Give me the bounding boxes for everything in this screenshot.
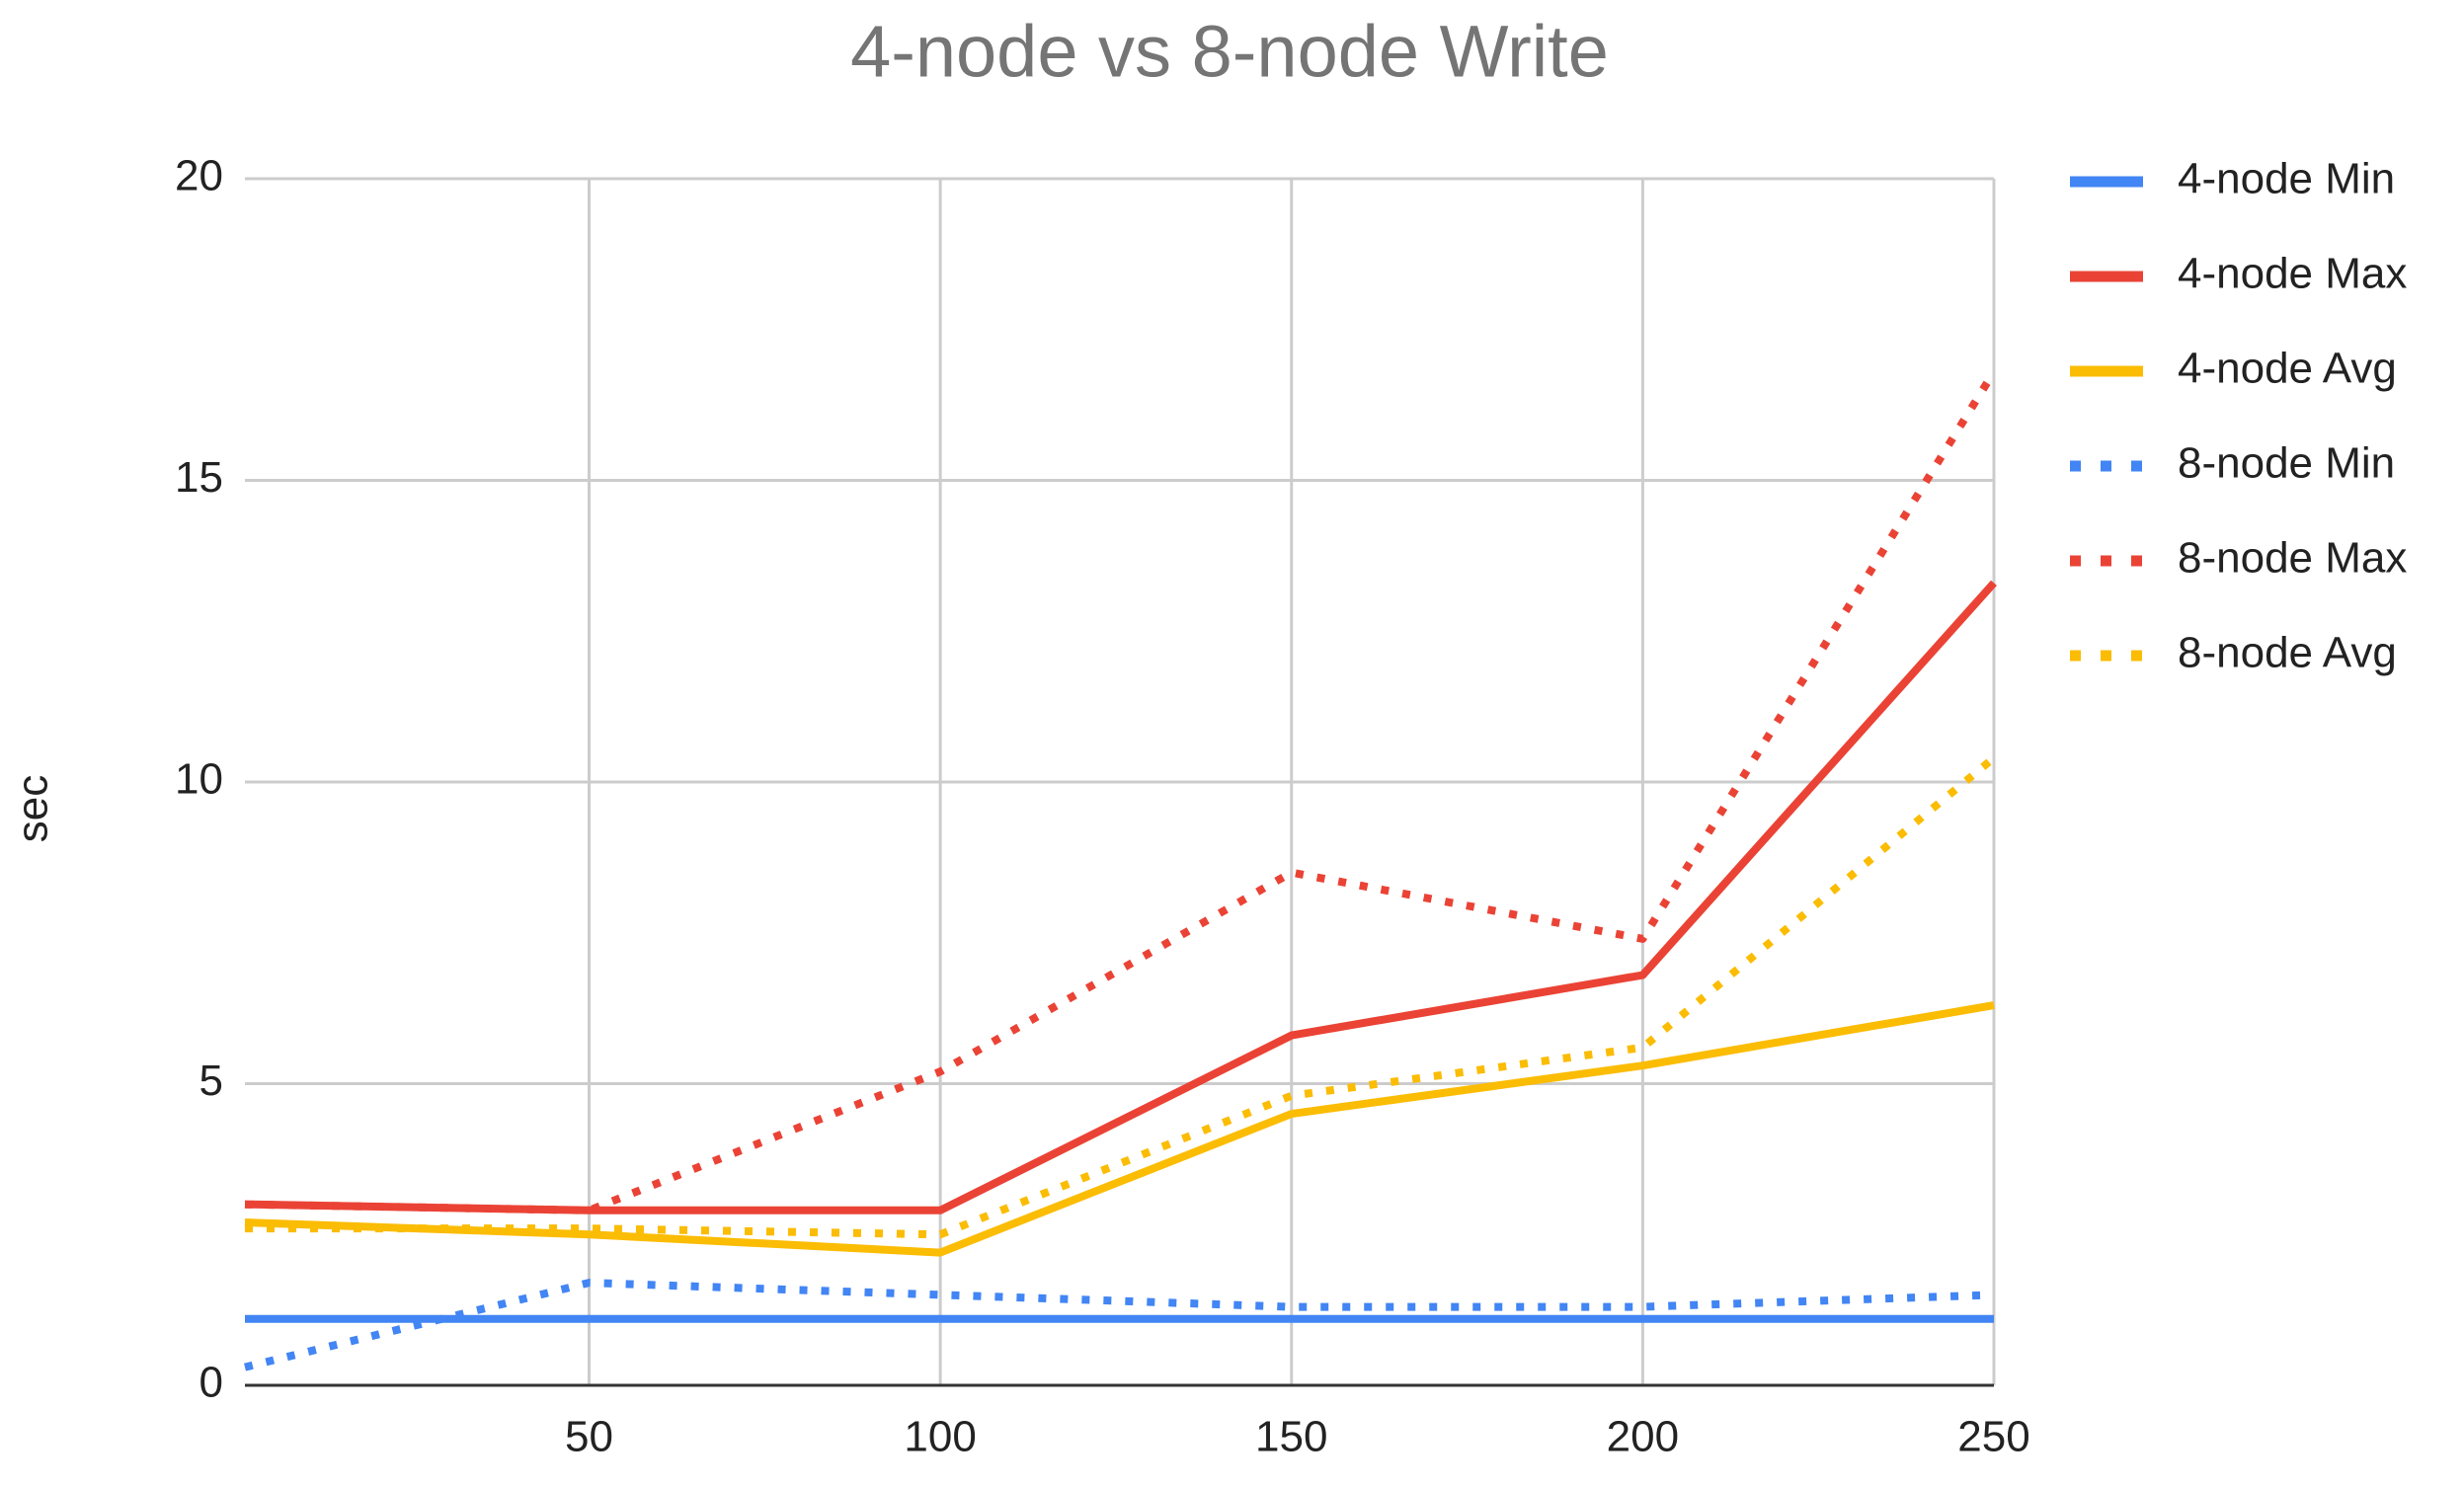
x-tick-label: 100	[904, 1413, 976, 1461]
legend-label: 8-node Max	[2178, 534, 2407, 583]
legend-label: 8-node Min	[2178, 439, 2395, 488]
legend-label: 8-node Avg	[2178, 629, 2397, 677]
x-tick-label: 200	[1607, 1413, 1679, 1461]
y-tick-label: 10	[175, 755, 223, 804]
x-tick-label: 250	[1957, 1413, 2029, 1461]
y-tick-label: 15	[175, 453, 223, 502]
y-tick-label: 0	[199, 1359, 223, 1407]
series-line	[244, 1001, 1995, 1257]
chart-title: 4-node vs 8-node Write	[850, 11, 1609, 93]
series-line	[245, 754, 1997, 1239]
y-axis-label: sec	[9, 775, 57, 842]
x-tick-label: 150	[1255, 1413, 1327, 1461]
x-tick-label: 50	[565, 1413, 613, 1461]
y-tick-label: 20	[175, 152, 223, 200]
series-line	[244, 369, 1998, 1214]
legend-label: 4-node Avg	[2178, 345, 2397, 393]
legend-label: 4-node Min	[2178, 155, 2395, 203]
y-tick-label: 5	[199, 1057, 223, 1105]
legend-label: 4-node Max	[2178, 250, 2407, 298]
